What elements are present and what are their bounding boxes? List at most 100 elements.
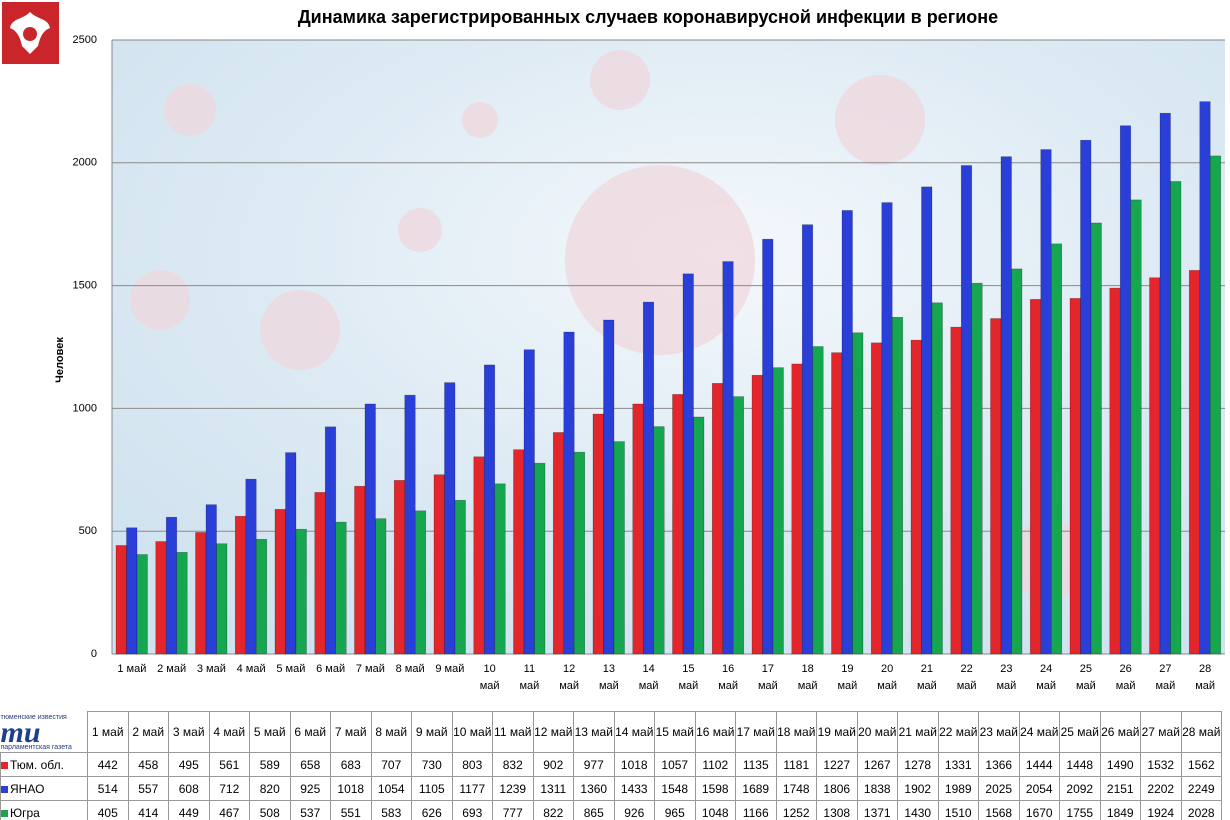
bar: [573, 451, 586, 655]
x-tick-label: 3 май: [196, 663, 226, 675]
table-cell: 1806: [816, 776, 858, 801]
logo-cell: тюменские известия ти парламентская газе…: [1, 712, 88, 753]
x-tick-label: 18 май: [797, 663, 818, 692]
table-cell: 1267: [856, 752, 898, 777]
table-cell: 1102: [694, 752, 736, 777]
table-cell: 865: [573, 800, 615, 820]
table-cell: 495: [168, 752, 210, 777]
table-cell: 1057: [654, 752, 696, 777]
x-tick-label: 28 май: [1195, 663, 1216, 692]
bar: [393, 480, 406, 655]
bar: [255, 539, 268, 655]
y-axis-label: Человек: [54, 337, 66, 383]
table-cell: 508: [249, 800, 291, 820]
bar: [881, 202, 893, 655]
table-header: 15 май: [654, 711, 696, 753]
table-cell: 977: [573, 752, 615, 777]
table-cell: 820: [249, 776, 291, 801]
x-tick-label: 19 май: [837, 663, 858, 692]
bar: [155, 541, 167, 655]
bar: [672, 394, 684, 655]
table-cell: 2249: [1180, 776, 1222, 801]
table-header: 19 май: [816, 711, 858, 753]
bar: [534, 462, 546, 655]
table-cell: 608: [168, 776, 210, 801]
x-tick-label: 13 май: [598, 663, 619, 692]
table-cell: 1371: [856, 800, 898, 820]
bar: [1090, 222, 1102, 655]
table-cell: 693: [451, 800, 493, 820]
table-cell: 1018: [613, 752, 655, 777]
y-tick-label: 2500: [73, 34, 97, 46]
table-cell: 537: [289, 800, 331, 820]
table-header: 27 май: [1140, 711, 1182, 753]
table-header: 14 май: [613, 711, 655, 753]
bar: [693, 416, 705, 655]
x-tick-label: 20 май: [877, 663, 898, 692]
data-table: тюменские известия ти парламентская газе…: [0, 711, 1222, 820]
table-cell: 822: [532, 800, 574, 820]
legend-label: Югра: [10, 805, 40, 820]
bar: [632, 403, 644, 655]
bar: [891, 316, 904, 655]
bar: [950, 326, 962, 655]
bar: [791, 363, 803, 655]
table-cell: 557: [127, 776, 169, 801]
table-header: 20 май: [856, 711, 898, 753]
bar: [1050, 243, 1063, 655]
y-tick-label: 2000: [73, 157, 97, 169]
table-cell: 803: [451, 752, 493, 777]
bar: [841, 210, 853, 655]
bar: [1149, 277, 1161, 655]
table-row: Югра 405 414 449 467 508 537 551 583 626 693 777 822…: [0, 800, 1222, 820]
x-tick-label: 12 май: [559, 663, 580, 692]
table-cell: 1490: [1099, 752, 1141, 777]
table-cell: 449: [168, 800, 210, 820]
x-tick-label: 17 май: [757, 663, 778, 692]
logo-bottom: парламентская газета: [0, 744, 72, 751]
bar: [364, 403, 376, 655]
table-header: 22 май: [937, 711, 979, 753]
bar: [960, 165, 973, 655]
table-cell: 1989: [937, 776, 979, 801]
table-header: 26 май: [1099, 711, 1141, 753]
legend-key: [1, 785, 8, 793]
bar: [1011, 268, 1023, 655]
bar: [1040, 149, 1052, 655]
logo-mark: ти: [0, 716, 41, 749]
table-cell: 2054: [1018, 776, 1060, 801]
bar: [494, 483, 506, 655]
bar: [831, 352, 843, 655]
table-header: 16 май: [694, 711, 736, 753]
table-cell: 1278: [897, 752, 939, 777]
table-cell: 707: [370, 752, 412, 777]
table-row: Тюм. обл. 442 458 495 561 589 658 683 707 730 803 8…: [0, 752, 1222, 777]
table-cell: 1054: [370, 776, 412, 801]
x-tick-label: 5 май: [276, 663, 306, 675]
table-header: 10 май: [451, 711, 493, 753]
table-cell: 1849: [1099, 800, 1141, 820]
x-tick-label: 14 май: [638, 663, 659, 692]
bar: [216, 543, 228, 655]
table-cell: 1308: [816, 800, 858, 820]
table-cell: 583: [370, 800, 412, 820]
legend-key: [1, 761, 8, 769]
x-tick-label: 8 май: [395, 663, 425, 675]
bar: [1109, 287, 1121, 655]
table-cell: 2202: [1140, 776, 1182, 801]
bar: [234, 515, 247, 655]
bar: [642, 301, 655, 655]
x-tick-label: 26 май: [1115, 663, 1136, 692]
chart: Динамика зарегистрированных случаев коро…: [2, 2, 1225, 660]
table-header: 3 май: [168, 711, 210, 753]
table-cell: 1598: [694, 776, 736, 801]
table-cell: 1568: [978, 800, 1020, 820]
bar: [274, 509, 286, 655]
bar: [801, 224, 814, 655]
table-cell: 832: [492, 752, 534, 777]
x-tick-label: 15 май: [678, 663, 699, 692]
decoration: [130, 50, 1090, 600]
bar: [295, 528, 307, 655]
table-header: 17 май: [735, 711, 777, 753]
bar: [195, 532, 207, 655]
